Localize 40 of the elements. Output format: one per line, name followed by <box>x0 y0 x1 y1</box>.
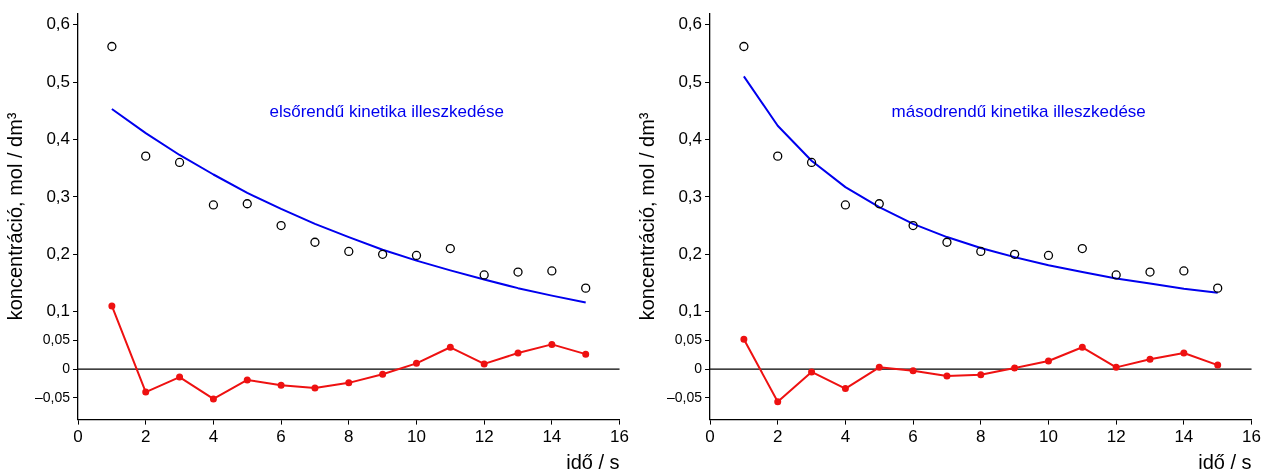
y-tick-label: 0 <box>62 359 71 376</box>
x-tick-label: 10 <box>407 427 426 447</box>
y-tick-label: 0,6 <box>678 14 703 34</box>
x-tick-label: 6 <box>276 427 286 447</box>
x-axis-title: idő / s <box>566 450 620 473</box>
y-tick-label: 0,3 <box>678 186 703 206</box>
y-tick-label: 0,5 <box>678 71 703 91</box>
y-tick-label: –0,05 <box>666 388 703 405</box>
y-tick-label: 0,1 <box>46 301 71 321</box>
y-tick-label: 0,2 <box>678 243 703 263</box>
x-tick-label: 2 <box>772 427 783 447</box>
y-tick-label: 0,4 <box>678 129 703 149</box>
y-tick-label: 0,6 <box>46 14 71 34</box>
x-tick-label: 4 <box>208 427 219 447</box>
x-tick-label: 12 <box>474 427 494 447</box>
y-tick-label: –0,05 <box>34 388 71 405</box>
x-tick-label: 8 <box>976 427 986 447</box>
y-axis-title: koncentráció, mol / dm³ <box>3 112 26 321</box>
x-tick-label: 4 <box>840 427 851 447</box>
x-tick-label: 16 <box>610 427 630 447</box>
y-tick-label: 0,2 <box>46 243 71 263</box>
y-tick-label: 0 <box>694 359 703 376</box>
y-tick-label: 0,3 <box>46 186 71 206</box>
x-tick-label: 14 <box>1174 427 1194 447</box>
x-tick-label: 2 <box>140 427 151 447</box>
x-tick-label: 14 <box>542 427 562 447</box>
x-tick-label: 12 <box>1106 427 1126 447</box>
x-tick-label: 8 <box>344 427 354 447</box>
y-axis-title: koncentráció, mol / dm³ <box>635 112 658 321</box>
y-tick-label: 0,5 <box>46 71 71 91</box>
x-axis-title: idő / s <box>1198 450 1252 473</box>
x-tick-label: 6 <box>908 427 918 447</box>
x-tick-label: 10 <box>1039 427 1058 447</box>
y-tick-label: 0,05 <box>42 331 71 348</box>
x-tick-label: 16 <box>1242 427 1262 447</box>
annotation: elsőrendű kinetika illeszkedése <box>269 102 504 122</box>
y-tick-label: 0,05 <box>674 331 703 348</box>
y-tick-label: 0,4 <box>46 129 71 149</box>
y-tick-label: 0,1 <box>678 301 703 321</box>
annotation: másodrendű kinetika illeszkedése <box>891 102 1146 122</box>
